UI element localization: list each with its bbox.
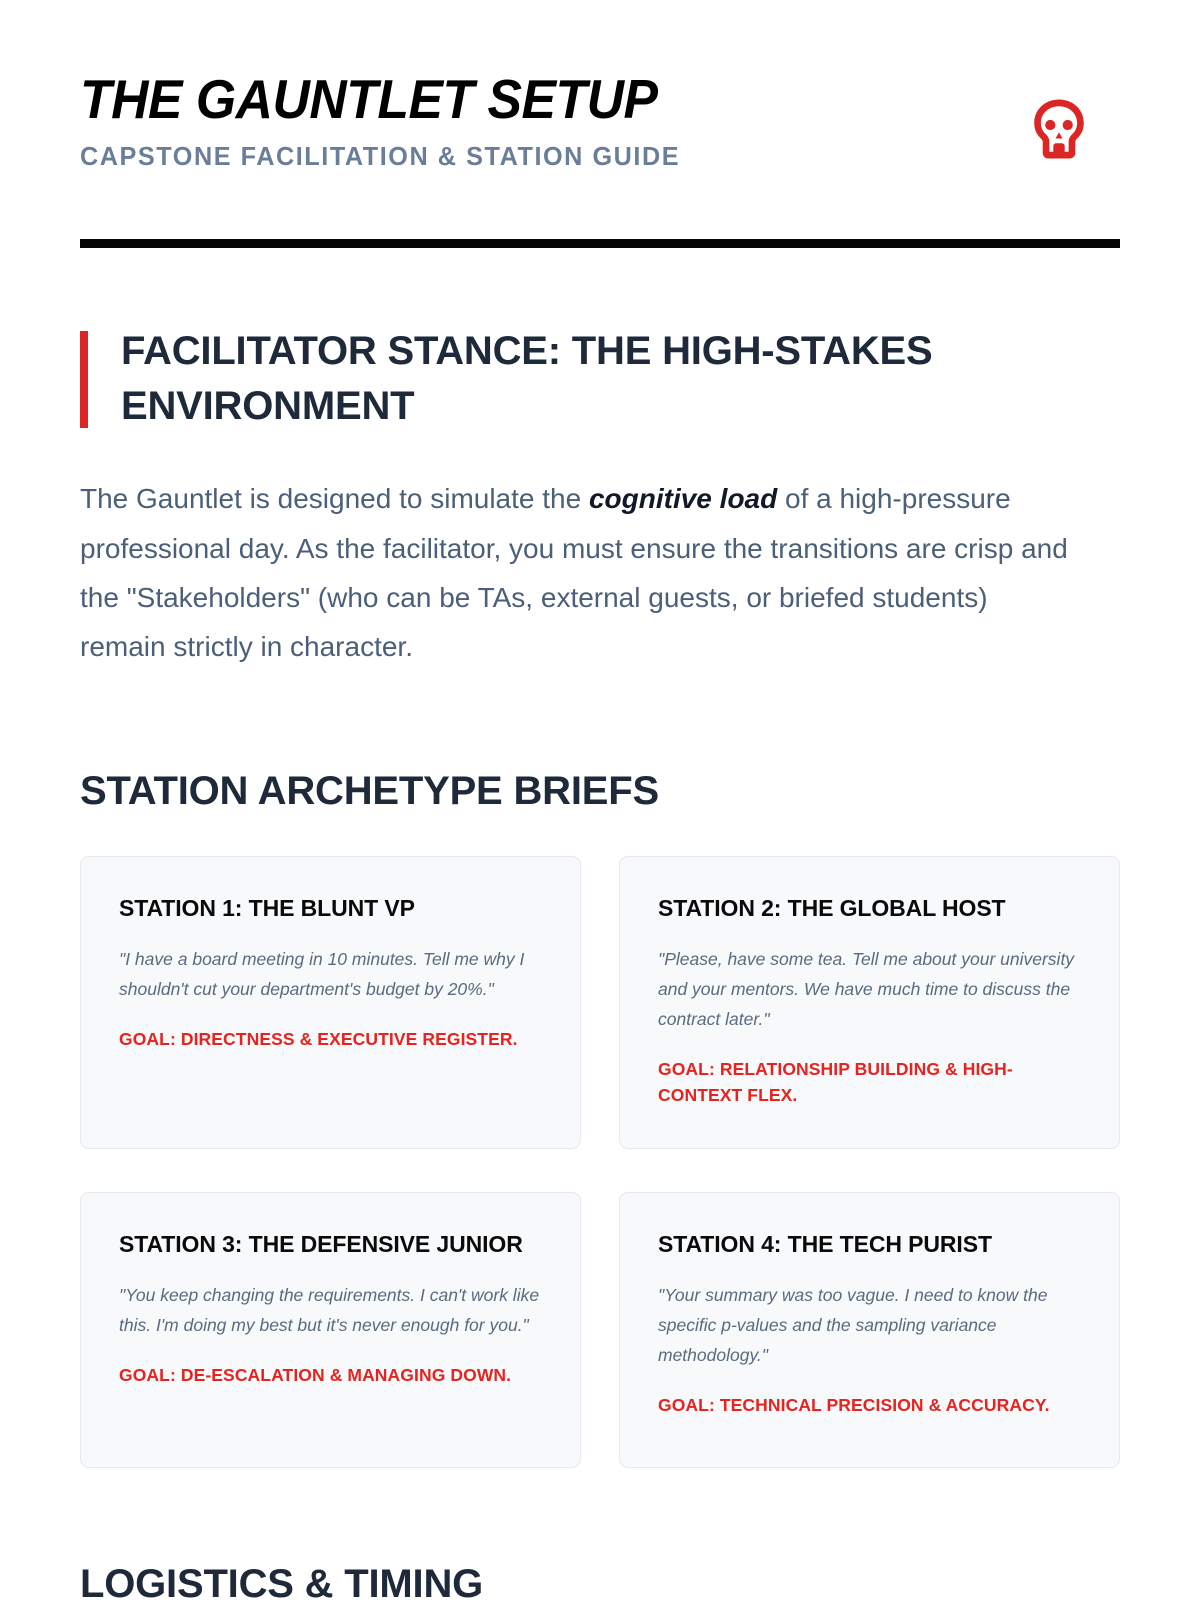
station-card-goal: GOAL: RELATIONSHIP BUILDING & HIGH-CONTE… [658, 1059, 1013, 1105]
station-card-title: STATION 3: THE DEFENSIVE JUNIOR [119, 1231, 523, 1258]
station-card-quote: "Your summary was too vague. I need to k… [658, 1284, 1048, 1365]
station-card-title: STATION 2: THE GLOBAL HOST [658, 895, 1006, 922]
station-card: STATION 2: THE GLOBAL HOST "Please, have… [619, 856, 1120, 1150]
station-card-goal: GOAL: DIRECTNESS & EXECUTIVE REGISTER. [119, 1029, 518, 1050]
accent-bar [80, 331, 88, 429]
station-card: STATION 3: THE DEFENSIVE JUNIOR "You kee… [80, 1192, 581, 1469]
section-station-briefs: STATION ARCHETYPE BRIEFS STATION 1: THE … [80, 767, 1120, 1469]
station-card-grid: STATION 1: THE BLUNT VP "I have a board … [80, 856, 1120, 1469]
station-card-title: STATION 1: THE BLUNT VP [119, 895, 415, 922]
station-card-goal: GOAL: DE-ESCALATION & MANAGING DOWN. [119, 1364, 512, 1385]
page-title: THE GAUNTLET SETUP [80, 68, 658, 130]
station-card-quote: "Please, have some tea. Tell me about yo… [658, 949, 1075, 1030]
station-card-quote: "I have a board meeting in 10 minutes. T… [119, 949, 525, 1000]
briefs-heading: STATION ARCHETYPE BRIEFS [80, 769, 659, 814]
station-card-goal: GOAL: TECHNICAL PRECISION & ACCURACY. [658, 1394, 1050, 1415]
document-header: THE GAUNTLET SETUP CAPSTONE FACILITATION… [80, 0, 1120, 190]
stance-paragraph: The Gauntlet is designed to simulate the… [80, 474, 1080, 671]
section-facilitator-stance: FACILITATOR STANCE: THE HIGH-STAKES ENVI… [80, 324, 1120, 671]
stance-paragraph-lead: The Gauntlet is designed to simulate the [80, 483, 589, 515]
station-card: STATION 1: THE BLUNT VP "I have a board … [80, 856, 581, 1150]
stance-heading: FACILITATOR STANCE: THE HIGH-STAKES ENVI… [121, 329, 933, 429]
stance-heading-block: FACILITATOR STANCE: THE HIGH-STAKES ENVI… [80, 324, 1120, 434]
station-card-quote: "You keep changing the requirements. I c… [119, 1284, 540, 1335]
title-block: THE GAUNTLET SETUP CAPSTONE FACILITATION… [80, 68, 1120, 171]
stance-paragraph-emphasis: cognitive load [588, 483, 778, 515]
skull-icon [1030, 98, 1088, 160]
stance-paragraph-tail: of a high-pressure professional day. As … [80, 483, 1068, 663]
logistics-heading: LOGISTICS & TIMING [80, 1562, 484, 1607]
page-subtitle: CAPSTONE FACILITATION & STATION GUIDE [80, 141, 681, 171]
station-card-title: STATION 4: THE TECH PURIST [658, 1231, 992, 1258]
station-card: STATION 4: THE TECH PURIST "Your summary… [619, 1192, 1120, 1469]
section-logistics-timing: LOGISTICS & TIMING [80, 1560, 1120, 1608]
header-divider [80, 239, 1120, 248]
